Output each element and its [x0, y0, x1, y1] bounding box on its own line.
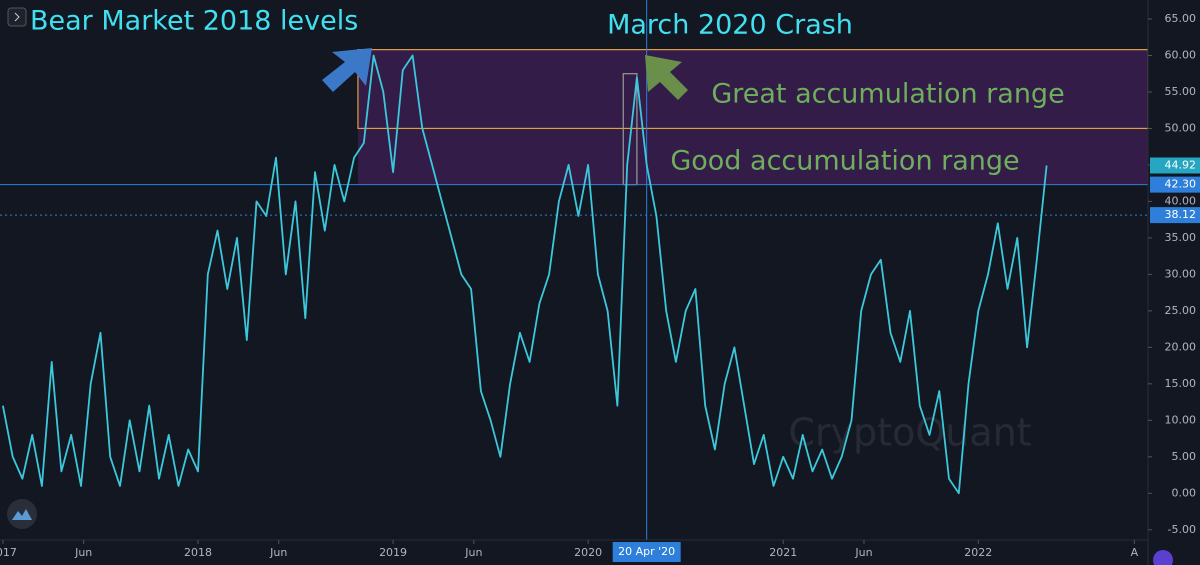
x-tick-label: Jun	[854, 546, 872, 559]
y-tick-label: 60.00	[1165, 48, 1197, 61]
x-tick-label: Jun	[269, 546, 287, 559]
price-tag-label: 42.30	[1165, 178, 1197, 191]
price-tag-label: 44.92	[1165, 159, 1197, 172]
y-tick-label: 35.00	[1165, 231, 1197, 244]
y-tick-label: 55.00	[1165, 85, 1197, 98]
price-tag	[1150, 176, 1200, 193]
y-tick-label: 30.00	[1165, 267, 1197, 280]
green-arrow	[645, 55, 688, 100]
y-tick-label: 25.00	[1165, 304, 1197, 317]
y-axis-panel	[1148, 0, 1200, 565]
crosshair-tag	[612, 542, 681, 562]
annotation: Great accumulation range	[711, 79, 1064, 110]
y-tick-label: 5.00	[1172, 450, 1197, 463]
x-tick-label: 2019	[379, 546, 407, 559]
logo[interactable]	[7, 499, 37, 529]
y-tick-label: 20.00	[1165, 340, 1197, 353]
y-tick-label: -5.00	[1168, 523, 1196, 536]
expand-button[interactable]	[7, 7, 27, 27]
line-series	[2, 54, 1048, 495]
x-axis-panel	[0, 540, 1148, 565]
price-tag	[1150, 207, 1200, 224]
y-tick-label: 10.00	[1165, 413, 1197, 426]
x-tick-label: 2020	[574, 546, 602, 559]
x-tick-label: 2017	[0, 546, 17, 559]
y-tick-label: 40.00	[1165, 194, 1197, 207]
x-tick-label: 2022	[964, 546, 992, 559]
x-tick-label: Jun	[464, 546, 482, 559]
annotation: Good accumulation range	[670, 146, 1019, 177]
x-tick-label: A	[1131, 546, 1139, 559]
annotation: March 2020 Crash	[607, 10, 853, 41]
y-tick-label: 0.00	[1172, 486, 1197, 499]
x-tick-label: Jun	[74, 546, 92, 559]
price-tag	[1150, 157, 1200, 174]
annotation: Bear Market 2018 levels	[30, 6, 358, 37]
x-tick-label: 2018	[184, 546, 212, 559]
watermark: CryptoQuant	[788, 411, 1031, 455]
x-tick-label: 2021	[769, 546, 797, 559]
blue-arrow	[322, 48, 372, 92]
price-tag-label: 38.12	[1165, 208, 1197, 221]
zone	[357, 49, 1148, 185]
settings-button[interactable]	[1153, 550, 1173, 565]
y-tick-label: 50.00	[1165, 121, 1197, 134]
expand-icon	[14, 12, 20, 22]
logo-icon	[12, 509, 32, 520]
crosshair-label: 20 Apr '20	[618, 545, 675, 558]
y-tick-label: 15.00	[1165, 377, 1197, 390]
y-tick-label: 65.00	[1165, 12, 1197, 25]
